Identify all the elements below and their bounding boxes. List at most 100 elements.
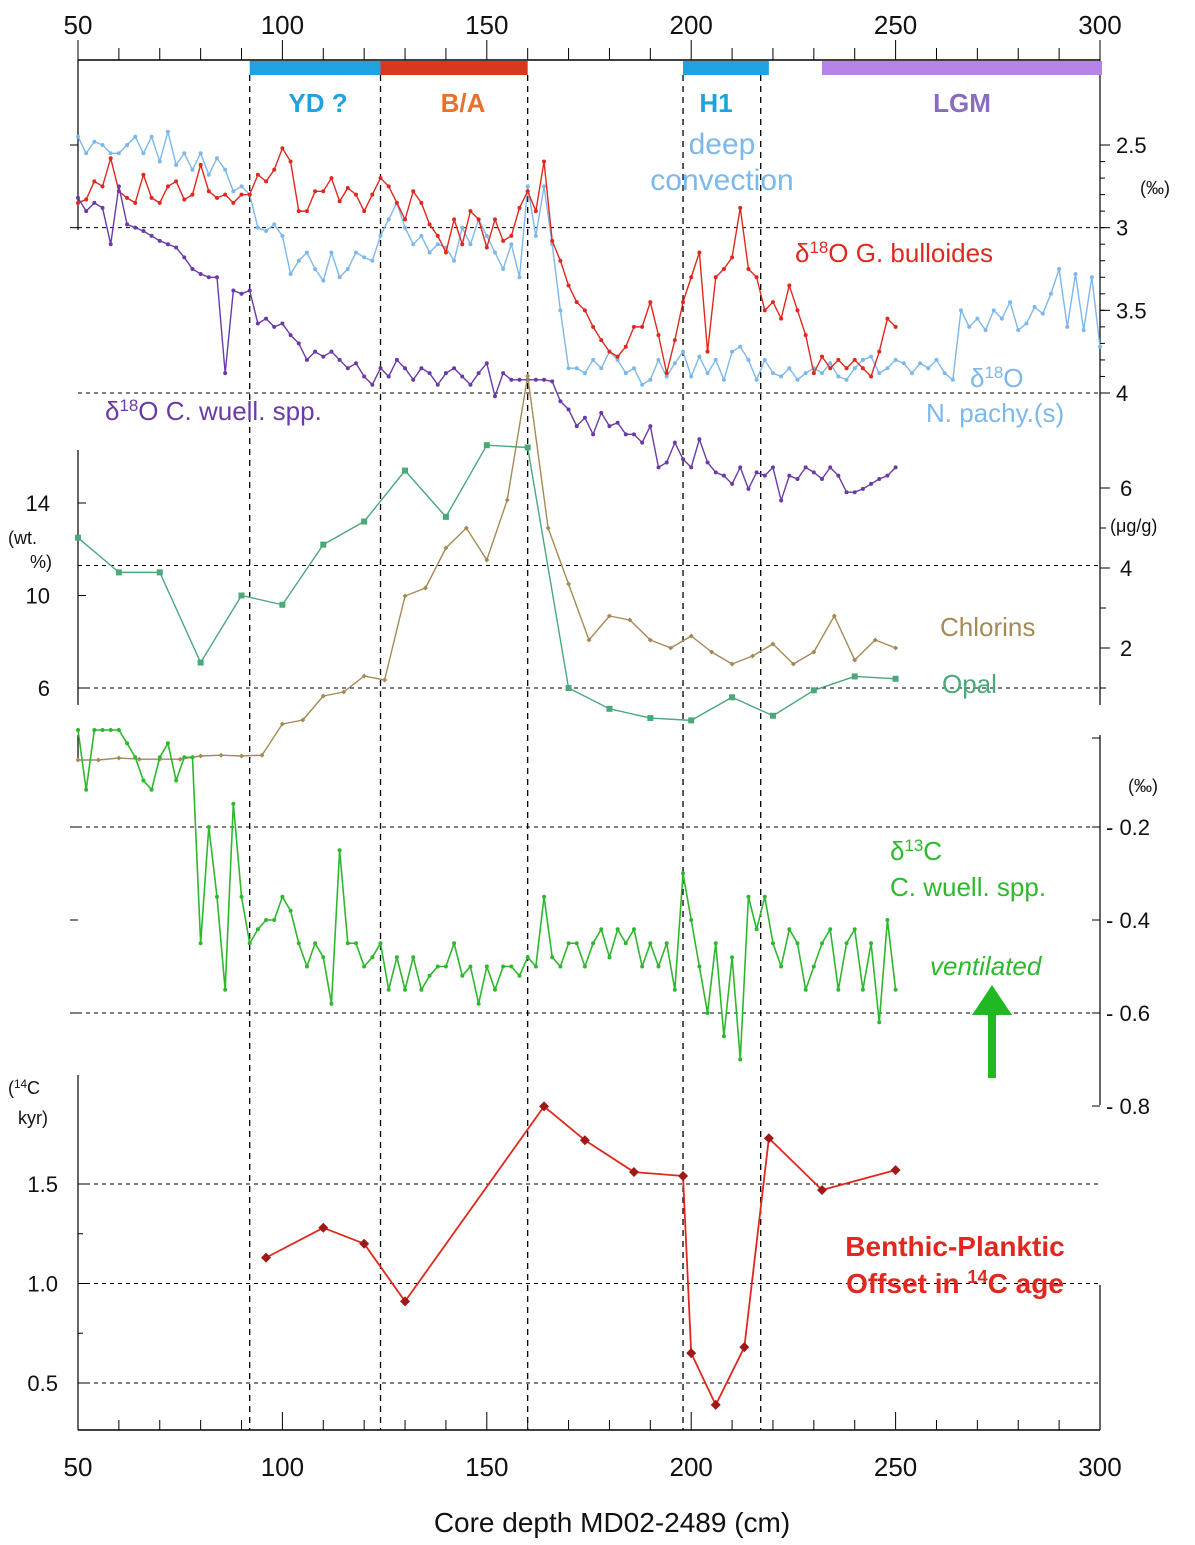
g-bulloides-series-point <box>787 283 792 288</box>
d13c-series-point <box>362 964 367 969</box>
g-bulloides-series-point <box>738 205 743 210</box>
c-wuell-d18o-series-point <box>631 432 636 437</box>
period-label: B/A <box>441 88 486 118</box>
c-wuell-d18o-series-point <box>607 424 612 429</box>
c-wuell-d18o-series-point <box>476 371 481 376</box>
n-pachy-series-point <box>362 255 367 260</box>
d13c-series-point <box>770 941 775 946</box>
guide-lines <box>78 75 1100 1430</box>
c-wuell-d18o-series-point <box>795 476 800 481</box>
d13c-series-point <box>394 955 399 960</box>
c-wuell-d18o-series-point <box>239 291 244 296</box>
d13c-series-point <box>697 964 702 969</box>
g-bulloides-series-point <box>92 179 97 184</box>
g-bulloides-series-point <box>672 338 677 343</box>
c-wuell-d18o-series-point <box>165 242 170 247</box>
chlorins-series-point <box>422 585 428 591</box>
d13c-series-point <box>92 728 97 732</box>
n-pachy-series-point <box>885 366 890 371</box>
g-bulloides-series-point <box>370 192 375 197</box>
g-bulloides-series-point <box>362 209 367 214</box>
d13c-series-point <box>100 728 105 732</box>
g-bulloides-series-point <box>566 283 571 288</box>
g-bulloides-series-point <box>492 217 497 222</box>
g-bulloides-series-point <box>582 308 587 313</box>
d13c-series-point <box>321 955 326 960</box>
c-wuell-d18o-series-point <box>174 245 179 250</box>
c-wuell-d18o-series-point <box>787 473 792 478</box>
period-band-3 <box>822 61 1102 75</box>
bottom-x-tick-label: 50 <box>64 1452 93 1482</box>
d13c-series-point <box>76 728 80 732</box>
c-wuell-d18o-series-point <box>664 460 669 465</box>
opal-series-point <box>197 659 204 666</box>
c-wuell-d18o-series-point <box>591 432 596 437</box>
c-wuell-d18o-series-point <box>484 361 489 366</box>
c-wuell-d18o-series-point <box>836 473 841 478</box>
offset-left-tick-label: 1.0 <box>27 1272 58 1297</box>
offset-series-point <box>359 1238 370 1249</box>
d13c-series-point <box>214 894 219 899</box>
n-pachy-series-point <box>959 308 964 313</box>
c-wuell-d18o-series-point <box>435 382 440 387</box>
d13c-series-point <box>648 941 653 946</box>
c-wuell-d18o-series-point <box>403 366 408 371</box>
n-pachy-series-point <box>738 344 743 349</box>
chlorins-series-point <box>566 581 572 587</box>
d13c-series-point <box>329 1001 334 1006</box>
g-bulloides-series-point <box>607 349 612 354</box>
opal-series-point <box>647 715 654 722</box>
chlorins-series-point <box>893 645 899 651</box>
offset-series-point <box>817 1184 828 1195</box>
n-pachy-series-point <box>1057 267 1062 271</box>
c-wuell-d18o-series-point <box>76 195 80 200</box>
g-bulloides-series-point <box>574 300 579 305</box>
d13c-series-point <box>615 927 620 932</box>
g-bulloides-series-point <box>411 189 416 194</box>
d13c-series-point <box>574 941 579 946</box>
d13c-series-point <box>762 894 767 899</box>
d13c-series-point <box>345 941 350 946</box>
n-pachy-series-point <box>1008 300 1013 305</box>
g-bulloides-series-point <box>697 250 702 255</box>
d13c-series-point <box>607 955 612 960</box>
g-bulloides-series-point <box>550 238 555 243</box>
bottom-x-tick-label: 250 <box>874 1452 917 1482</box>
d13c-series-point <box>165 741 170 746</box>
d13c-series-point <box>705 1011 710 1015</box>
g-bulloides-series-point <box>403 217 408 222</box>
g-bulloides-series-point <box>190 192 195 197</box>
g-bulloides-series-point <box>435 233 440 238</box>
chlorins-series-point <box>402 593 408 599</box>
chlorins-series-point <box>627 617 633 623</box>
c-wuell-d18o-series-point <box>370 382 375 387</box>
n-pachy-series-point <box>828 361 833 366</box>
bottom-x-tick-label: 150 <box>465 1452 508 1482</box>
x-axis-label: Core depth MD02-2489 (cm) <box>434 1507 790 1538</box>
n-pachy-series-point <box>762 357 767 362</box>
n-pachy-series-point <box>770 371 775 376</box>
d13c-series-point <box>689 918 694 922</box>
d13c-unit: (‰) <box>1128 776 1158 796</box>
g-bulloides-series-point <box>182 197 187 202</box>
d13c-series-point <box>337 848 342 853</box>
opal-series-point <box>729 694 736 701</box>
d13c-right-tick-label: - 0.8 <box>1106 1094 1150 1119</box>
n-pachy-series-point <box>934 357 939 362</box>
n-pachy-series-point <box>640 382 645 387</box>
n-pachy-series-point <box>198 151 203 156</box>
d13c-series-point <box>681 871 686 876</box>
d13c-series-point <box>631 927 636 932</box>
c-wuell-d18o-series-point <box>304 357 309 362</box>
c-wuell-d18o-series-point <box>844 490 849 495</box>
opal-unit-line2: %) <box>30 552 52 572</box>
c-wuell-d18o-series-point <box>149 233 154 238</box>
chlorins-series-point <box>647 637 653 643</box>
opal-series-line <box>77 444 896 722</box>
n-pachy-series-point <box>860 357 865 362</box>
d13c-series-point <box>542 894 547 899</box>
g-bulloides-series-point <box>533 209 538 214</box>
chlorins-series-point <box>279 721 285 727</box>
chlorins-series-point <box>361 673 367 679</box>
